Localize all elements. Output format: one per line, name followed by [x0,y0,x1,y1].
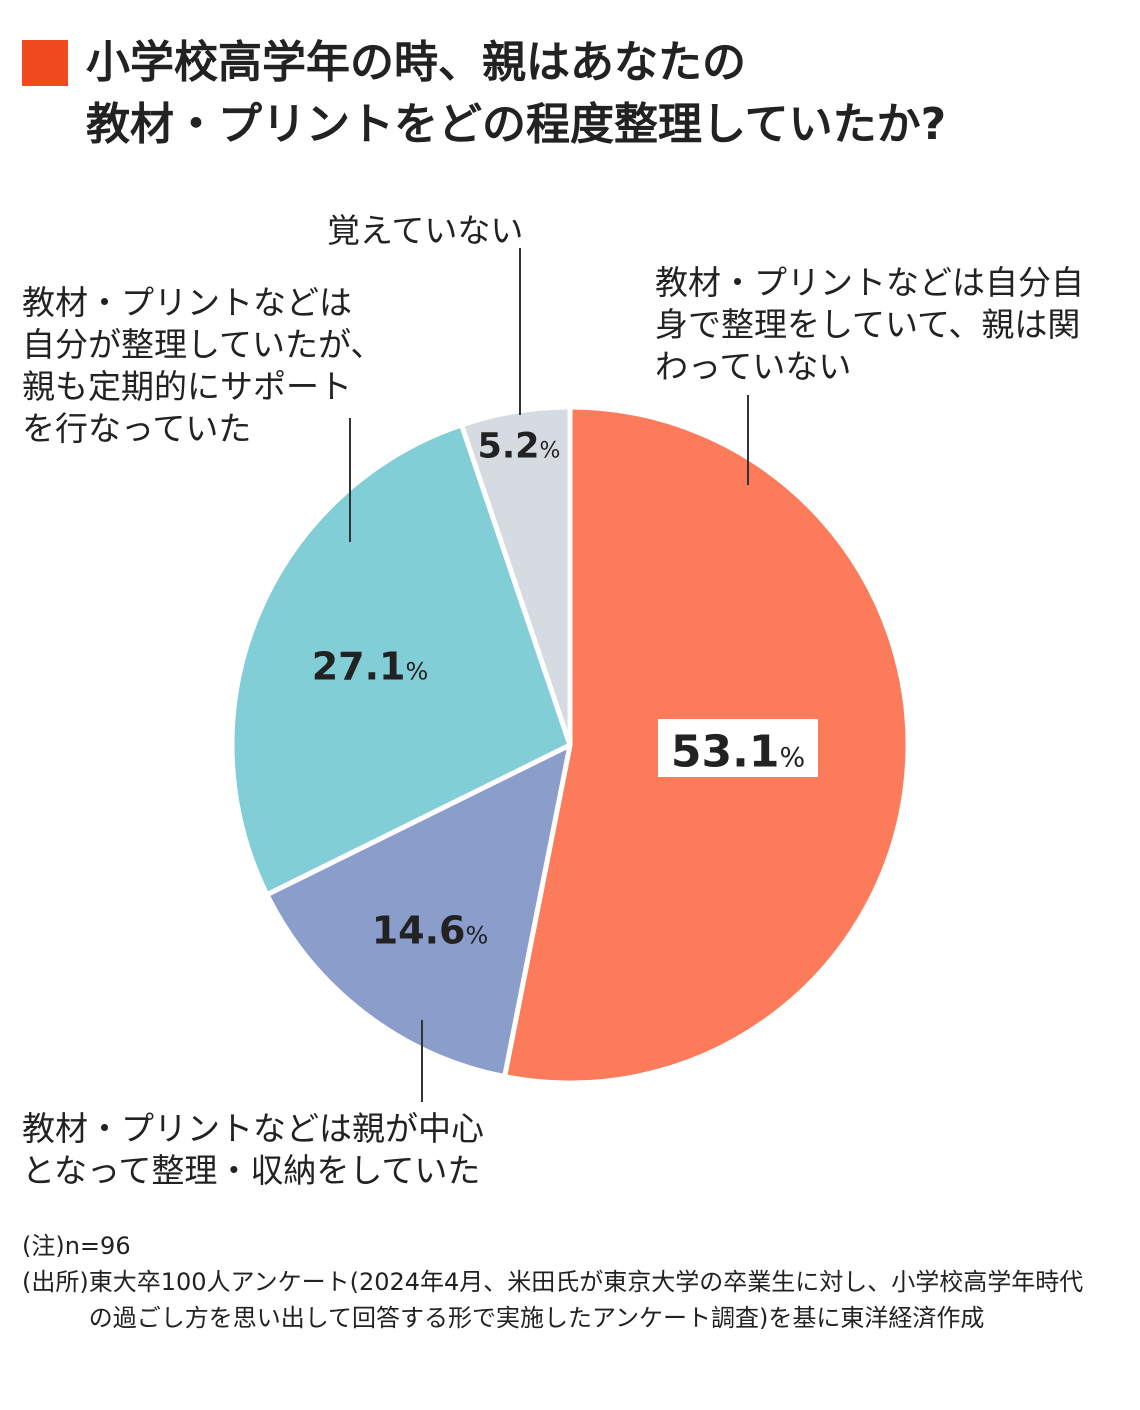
source-text: 東大卒100人アンケート(2024年4月、米田氏が東京大学の卒業生に対し、小学校… [88,1268,1084,1332]
label-parent-led: 教材・プリントなどは親が中心 となって整理・収納をしていた [22,1109,484,1190]
slice-parent-support [229,422,573,898]
value-self-organized: 53.1% [671,726,805,777]
chart-title: 小学校高学年の時、親はあなたの 教材・プリントをどの程度整理していたか? [86,32,946,156]
title-line-1: 小学校高学年の時、親はあなたの [86,37,746,88]
value-labels: 53.1% 14.6% 27.1% 5.2% [312,426,818,952]
label-parent-support: 教材・プリントなどは 自分が整理していたが、 親も定期的にサポート を行なってい… [22,283,384,448]
slice-dont-remember [459,404,573,748]
slice-parent-led [264,742,573,1080]
label-self-organized: 教材・プリントなどは自分自 身で整理をしていて、親は関 わっていない [655,263,1084,386]
label-dont-remember: 覚えていない [327,211,524,250]
source-note: (出所) 東大卒100人アンケート(2024年4月、米田氏が東京大学の卒業生に対… [22,1264,1089,1336]
value-parent-support: 27.1% [312,644,429,688]
value-dont-remember: 5.2% [478,426,561,466]
value-parent-led: 14.6% [372,908,489,952]
title-line-2: 教材・プリントをどの程度整理していたか? [86,99,947,150]
value-label-background [658,719,818,777]
source-tag: (出所) [22,1268,89,1296]
sample-size-note: (注)n=96 [22,1232,131,1260]
notes: (注)n=96 (出所) 東大卒100人アンケート(2024年4月、米田氏が東京… [22,1228,1089,1336]
title-marker [22,40,68,86]
